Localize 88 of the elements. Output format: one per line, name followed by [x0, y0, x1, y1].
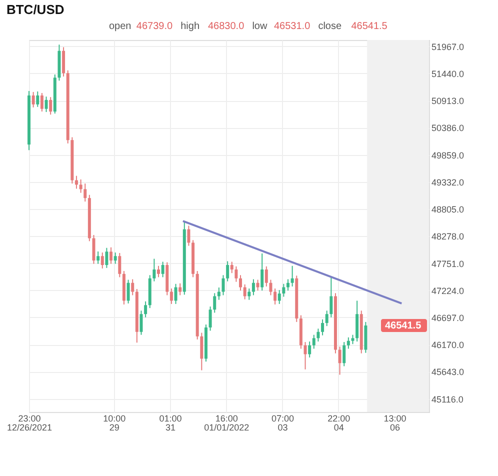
x-tick-label: 23:00 12/26/2021: [6, 414, 52, 432]
y-tick-label: 45643.0: [432, 367, 464, 378]
candlestick: [178, 282, 182, 296]
candlestick: [252, 278, 255, 296]
candlestick: [36, 90, 40, 108]
x-tick-label: 07:00 03: [271, 414, 294, 432]
y-tick-label: 47224.0: [432, 286, 464, 296]
candlestick: [174, 283, 178, 304]
chart-title: BTC/USD: [6, 2, 64, 17]
candlestick: [92, 234, 96, 264]
candlestick: [226, 260, 230, 282]
text: 46830.0: [208, 21, 245, 32]
candlestick: [187, 225, 190, 246]
candlestick: [264, 266, 268, 287]
y-tick-label: 45116.0: [432, 394, 464, 404]
candlestick: [256, 279, 260, 292]
y-tick-label: 46170.0: [432, 340, 464, 350]
candlestick: [278, 290, 281, 304]
y-tick-label: 49332.0: [432, 177, 464, 188]
x-tick-label: 10:00 29: [103, 414, 126, 432]
candlestick: [161, 261, 164, 278]
y-tick-label: 46697.0: [432, 312, 464, 323]
candlestick: [170, 288, 173, 304]
candlestick: [40, 92, 44, 112]
candlestick: [282, 283, 286, 298]
candlestick: [105, 247, 108, 268]
candlestick: [74, 175, 78, 190]
candlestick: [140, 310, 143, 336]
candlestick: [44, 96, 48, 113]
y-tick-label: 51440.0: [432, 68, 464, 79]
annotation: 46541.5: [385, 320, 422, 332]
candlestick: [156, 265, 160, 278]
candlestick: [260, 252, 264, 292]
candlestick: [338, 346, 342, 376]
x-tick-label: 16:00 01/01/2022: [204, 414, 250, 432]
candlestick: [234, 266, 238, 282]
candlestick: [346, 336, 350, 350]
candlestick: [49, 96, 52, 116]
candlestick: [208, 306, 212, 332]
candlestick: [79, 178, 82, 194]
candlestick: [230, 261, 234, 274]
candlestick: [152, 258, 156, 282]
y-tick-label: 47751.0: [432, 258, 464, 269]
candlestick: [239, 274, 242, 292]
candlestick: [200, 332, 204, 371]
candlestick: [243, 284, 246, 300]
candlestick: [316, 328, 320, 342]
candlestick: [330, 276, 333, 318]
candlestick: [342, 342, 346, 367]
y-tick-label: 49859.0: [432, 150, 464, 160]
candlestick: [110, 246, 113, 264]
candlestick: [274, 288, 277, 305]
candlestick: [308, 341, 312, 358]
candlestick: [126, 279, 130, 304]
text: 46531.0: [274, 21, 311, 32]
y-tick-label: 48805.0: [432, 204, 464, 215]
x-tick-label: 01:00 31: [159, 414, 182, 432]
candlestick: [144, 300, 148, 318]
candlestick: [100, 252, 104, 269]
candlestick: [269, 279, 272, 296]
candlestick: [62, 46, 66, 78]
candlestick: [312, 334, 316, 350]
x-tick-label: 22:00 04: [328, 414, 350, 432]
text: high: [180, 21, 200, 32]
y-tick-label: 50386.0: [432, 123, 464, 134]
candlestick: [286, 278, 290, 292]
candlestick: [351, 334, 354, 345]
candlestick: [290, 265, 294, 287]
text: open: [109, 21, 132, 32]
candlestick: [325, 310, 328, 327]
candlestick: [114, 252, 117, 264]
text: close: [318, 21, 342, 32]
y-tick-label: 48278.0: [432, 232, 464, 242]
candlestick: [222, 274, 225, 296]
y-tick-label: 50913.0: [432, 96, 464, 106]
candlestick: [96, 250, 100, 264]
text: low: [252, 21, 268, 32]
y-tick-label: 51967.0: [432, 42, 464, 52]
x-tick-label: 13:00 06: [384, 414, 406, 432]
candlestick: [84, 183, 87, 202]
text: 46541.5: [351, 21, 388, 32]
candlestick: [32, 91, 35, 108]
candlestick: [118, 252, 122, 278]
text: 46739.0: [136, 21, 173, 32]
candlestick: [304, 342, 307, 370]
candlestick: [321, 318, 324, 336]
candlestick: [213, 292, 216, 314]
candlestick: [131, 278, 134, 296]
